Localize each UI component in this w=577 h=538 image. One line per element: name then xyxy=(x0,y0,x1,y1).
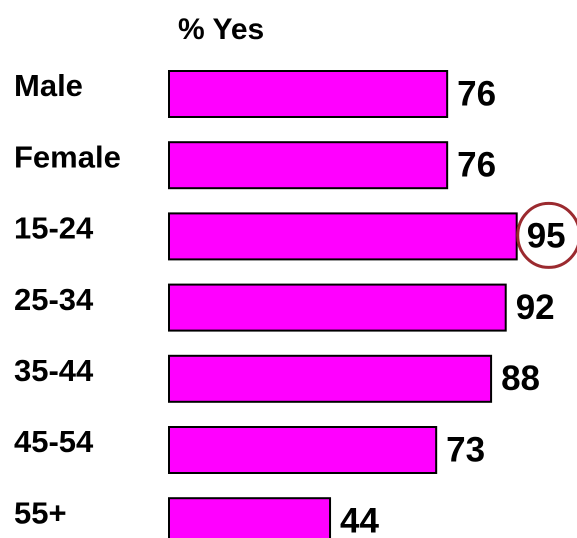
bar xyxy=(168,497,332,538)
category-label: 55+ xyxy=(14,495,67,530)
value-label: 88 xyxy=(501,359,540,398)
chart-title: % Yes xyxy=(178,13,264,46)
highlight-circle xyxy=(516,201,577,269)
bar xyxy=(168,283,507,332)
category-label: 25-34 xyxy=(14,282,94,317)
value-label: 44 xyxy=(340,501,379,538)
value-label: 95 xyxy=(527,217,566,256)
value-label: 76 xyxy=(457,74,496,113)
bar xyxy=(168,426,438,474)
category-label: Female xyxy=(14,139,121,174)
bar xyxy=(168,212,518,261)
value-label: 73 xyxy=(446,430,485,469)
bar xyxy=(168,354,493,403)
category-label: 45-54 xyxy=(14,424,94,459)
category-label: Male xyxy=(14,68,83,103)
category-label: 15-24 xyxy=(14,211,94,246)
bar xyxy=(168,141,449,190)
category-label: 35-44 xyxy=(14,353,94,388)
value-label: 92 xyxy=(516,288,555,327)
value-label: 76 xyxy=(457,145,496,184)
bar xyxy=(168,70,449,118)
